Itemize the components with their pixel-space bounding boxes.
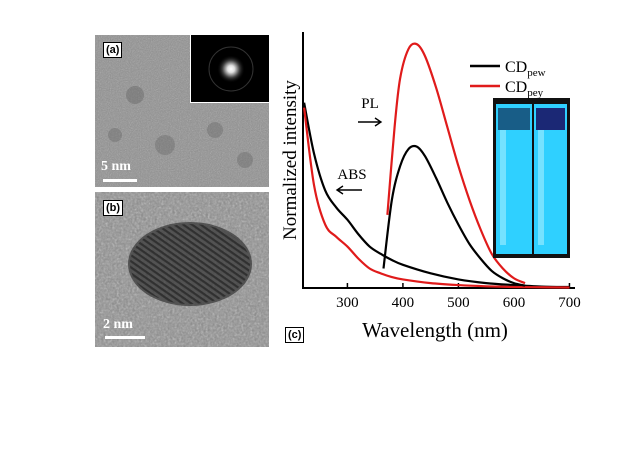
- x-tick-label: 600: [503, 295, 526, 311]
- series-line-1: [303, 107, 570, 289]
- axes-frame: [302, 32, 575, 289]
- scale-label-a: 5 nm: [101, 159, 131, 174]
- x-axis-title: Wavelength (nm): [362, 318, 508, 342]
- annotation-abs-arrow: [335, 185, 362, 195]
- tem-image-a: (a) 5 nm: [95, 35, 269, 187]
- panel-label-c: (c): [285, 327, 305, 343]
- annotation-abs-label: ABS: [337, 167, 366, 183]
- legend-label-0: CDpew: [505, 59, 546, 79]
- series-line-0: [303, 102, 570, 289]
- y-axis-title: Normalized intensity: [280, 80, 301, 240]
- annotation-pl-arrow: [358, 117, 383, 127]
- panel-label-a: (a): [103, 42, 123, 58]
- scale-bar-b: [105, 336, 145, 339]
- x-tick-label: 700: [558, 295, 581, 311]
- legend-label-1: CDpey: [505, 79, 544, 99]
- x-tick-label: 500: [447, 295, 470, 311]
- scale-label-b: 2 nm: [103, 317, 133, 332]
- cuvette-photo: [493, 98, 570, 258]
- x-tick-label: 400: [392, 295, 415, 311]
- series-line-2: [382, 144, 526, 287]
- panel-label-b: (b): [103, 200, 124, 216]
- tem-image-b: (b) 2 nm: [95, 192, 269, 347]
- series-line-3: [386, 42, 526, 285]
- x-tick-label: 300: [336, 295, 359, 311]
- scale-bar-a: [103, 179, 137, 182]
- annotation-pl-label: PL: [361, 96, 379, 112]
- saed-inset: [190, 35, 269, 103]
